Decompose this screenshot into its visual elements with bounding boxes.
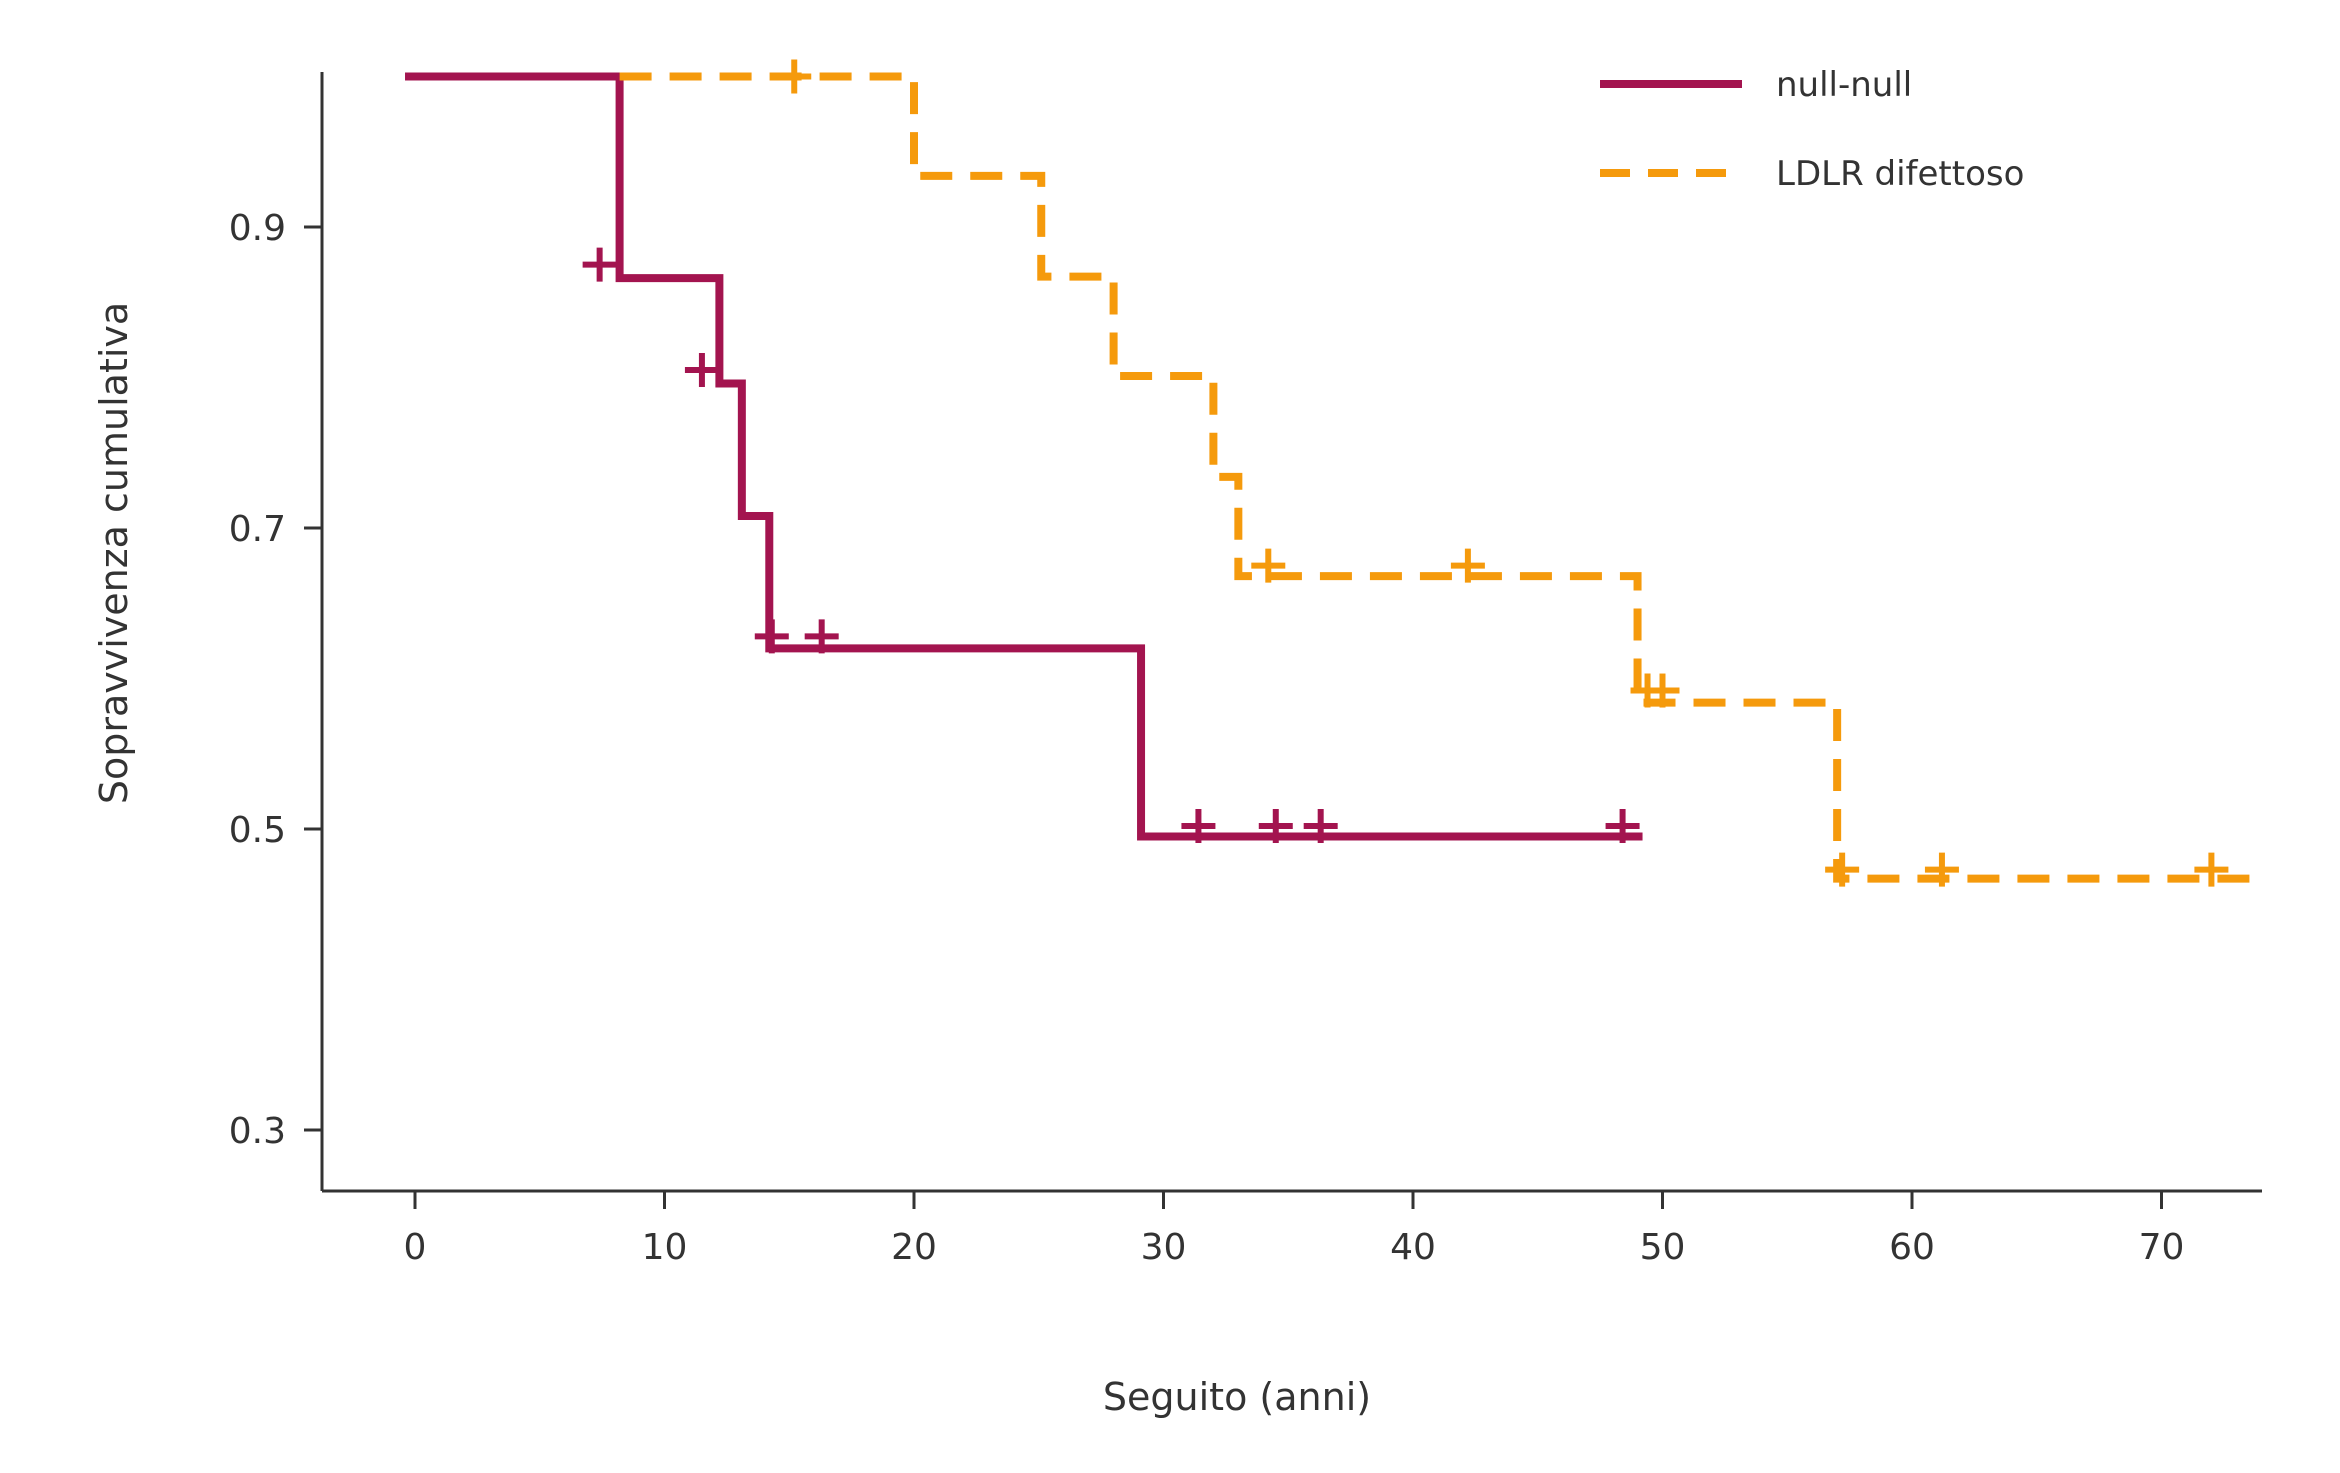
censor-mark-ldlr-difettoso [1251, 548, 1286, 583]
series-line-ldlr-difettoso [619, 72, 2262, 883]
censor-marks [582, 59, 2229, 887]
censor-mark-null-null [1605, 808, 1640, 843]
x-tick-label: 20 [891, 1227, 937, 1268]
legend: null-null LDLR difettoso [1600, 65, 2024, 194]
censor-mark-ldlr-difettoso [1825, 852, 1860, 887]
x-tick-label: 30 [1141, 1227, 1187, 1268]
series-line-null-null [405, 72, 1643, 841]
censor-mark-ldlr-difettoso [1450, 548, 1485, 583]
censor-mark-null-null [684, 352, 719, 387]
censor-mark-null-null [754, 619, 789, 654]
y-tick-label: 0.9 [229, 208, 286, 249]
legend-label-ldlr-difettoso: LDLR difettoso [1776, 154, 2024, 194]
censor-mark-null-null [1181, 808, 1216, 843]
y-ticks: 0.3 0.5 0.7 0.9 [229, 208, 322, 1152]
series-layer [405, 72, 2262, 883]
censor-mark-ldlr-difettoso [2194, 852, 2229, 887]
x-tick-label: 60 [1889, 1227, 1935, 1268]
axes [320, 72, 2262, 1193]
x-tick-label: 70 [2139, 1227, 2185, 1268]
x-tick-label: 10 [642, 1227, 688, 1268]
y-tick-label: 0.5 [229, 810, 286, 851]
legend-label-null-null: null-null [1776, 65, 1912, 105]
y-tick-label: 0.7 [229, 509, 286, 550]
censor-mark-null-null [1303, 808, 1338, 843]
censor-mark-null-null [1258, 808, 1293, 843]
x-tick-label: 50 [1640, 1227, 1686, 1268]
x-axis-title: Seguito (anni) [1103, 1375, 1371, 1419]
y-tick-label: 0.3 [229, 1111, 286, 1152]
x-tick-label: 40 [1390, 1227, 1436, 1268]
x-tick-label: 0 [404, 1227, 427, 1268]
y-axis-title: Sopravvivenza cumulativa [92, 302, 136, 804]
x-ticks: 0 10 20 30 40 50 60 70 [404, 1191, 2185, 1268]
censor-mark-null-null [804, 619, 839, 654]
censor-mark-ldlr-difettoso [1924, 852, 1959, 887]
censor-mark-ldlr-difettoso [1645, 673, 1680, 708]
censor-mark-ldlr-difettoso [777, 59, 812, 94]
censor-mark-null-null [582, 247, 617, 282]
